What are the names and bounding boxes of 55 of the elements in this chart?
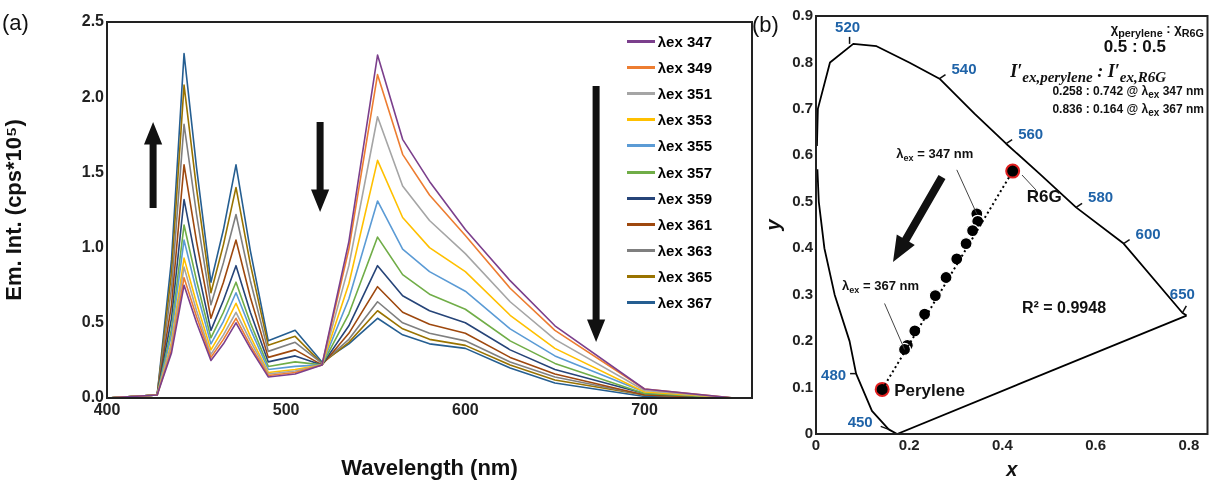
legend-label: λex 365 — [657, 268, 712, 286]
y-tick-label: 0.6 — [792, 145, 813, 163]
annotation: 0.258 : 0.742 @ λ$_{ex}$ 347 nm — [1052, 84, 1204, 101]
annotation: 520 — [835, 18, 861, 36]
y-tick-label: 0.3 — [792, 284, 813, 302]
legend-label: λex 353 — [657, 111, 712, 129]
legend-label: λex 351 — [657, 84, 712, 102]
annotation: 560 — [1018, 124, 1044, 142]
legend-label: λex 349 — [657, 58, 712, 76]
legend-label: λex 361 — [657, 215, 712, 233]
y-tick-label: 0.4 — [792, 238, 814, 256]
annotation: 540 — [951, 59, 977, 77]
x-tick-label: 400 — [93, 401, 121, 419]
y-tick-label: 2.0 — [81, 87, 105, 105]
annotation: 600 — [1135, 224, 1161, 242]
series-label: R6G — [1026, 186, 1062, 206]
legend-label: λex 347 — [657, 32, 712, 50]
text: (a) — [2, 10, 29, 35]
x-tick-label: 600 — [451, 401, 479, 419]
x-tick-label: 0.2 — [898, 436, 920, 454]
y-tick-label: 0.2 — [792, 331, 813, 349]
legend-label: λex 367 — [657, 294, 712, 312]
y-tick-label: 0.8 — [792, 52, 813, 70]
x-tick-label: 500 — [272, 401, 300, 419]
legend-label: λex 359 — [657, 189, 712, 207]
annotation: R² = 0.9948 — [1022, 299, 1107, 316]
y-axis-title: Em. Int. (cps*10⁵) — [1, 119, 27, 301]
x-axis-title: x — [1005, 457, 1019, 480]
y-tick-label: 0 — [804, 424, 813, 442]
y-axis-title: y — [761, 218, 784, 232]
annotation: 480 — [821, 365, 847, 383]
x-tick-label: 0.6 — [1085, 436, 1107, 454]
x-axis-title: Wavelength (nm) — [341, 454, 518, 480]
annotation: 580 — [1088, 188, 1114, 206]
series-label: Perylene — [894, 381, 966, 401]
y-tick-label: 0.5 — [81, 313, 105, 331]
y-tick-label: 2.5 — [81, 12, 105, 30]
annotation: χ$_{perylene}$ : χ$_{R6G}$ — [1110, 21, 1204, 39]
y-tick-label: 1.5 — [81, 162, 105, 180]
y-tick-label: 0.7 — [792, 99, 813, 117]
annotation: 650 — [1169, 284, 1195, 302]
x-tick-label: 0.8 — [1178, 436, 1200, 454]
x-tick-label: 0.4 — [992, 436, 1014, 454]
legend-label: λex 355 — [657, 137, 712, 155]
y-tick-label: 0.1 — [792, 377, 813, 395]
legend-label: λex 357 — [657, 163, 712, 181]
annotation: 450 — [847, 413, 873, 431]
annotation: (b) — [752, 12, 779, 37]
y-tick-label: 0.9 — [792, 6, 813, 24]
x-tick-label: 700 — [631, 401, 658, 419]
y-tick-label: 0.5 — [792, 191, 813, 209]
annotation: I′$_{ex,perylene}$ : I′$_{ex,R6G}$ — [1010, 61, 1166, 85]
legend-label: λex 363 — [657, 242, 712, 260]
y-tick-label: 1.0 — [81, 238, 105, 256]
annotation: 0.836 : 0.164 @ λ$_{ex}$ 367 nm — [1052, 102, 1204, 119]
